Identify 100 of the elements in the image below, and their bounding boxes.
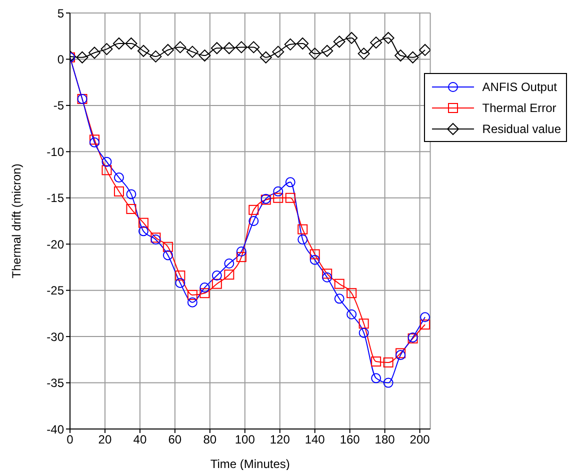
point [162, 44, 174, 56]
point [126, 204, 136, 214]
x-tick-label: 140 [304, 432, 326, 447]
point [346, 288, 357, 298]
point [89, 134, 100, 145]
point [358, 48, 370, 60]
point [285, 192, 296, 203]
point [102, 156, 112, 167]
x-tick-label: 120 [270, 432, 290, 447]
x-tick-label: 20 [98, 432, 112, 447]
point [248, 41, 260, 54]
point [248, 204, 259, 215]
point [260, 51, 272, 64]
legend-label: ANFIS Output [482, 80, 557, 94]
point [187, 297, 198, 308]
point [186, 46, 198, 58]
y-tick-label: -20 [46, 237, 64, 252]
point [322, 272, 332, 282]
point [114, 186, 124, 196]
point [284, 38, 296, 50]
point [248, 216, 259, 226]
point [236, 252, 246, 262]
point [76, 51, 88, 64]
y-tick-label: -5 [53, 98, 64, 113]
point [126, 189, 136, 200]
legend-label: Residual value [482, 122, 561, 136]
point [272, 46, 284, 58]
point [370, 36, 382, 49]
point [102, 165, 112, 176]
point [200, 282, 210, 293]
point [383, 378, 394, 388]
y-tick-label: 5 [57, 6, 64, 20]
point [175, 278, 186, 288]
point [298, 224, 308, 234]
point [358, 328, 369, 338]
point [175, 270, 186, 281]
point [321, 44, 334, 57]
x-tick-label: 180 [374, 432, 396, 447]
x-tick-label: 60 [168, 432, 182, 447]
y-tick-label: -25 [46, 284, 64, 298]
point [285, 177, 296, 188]
point [89, 137, 100, 148]
point [308, 48, 321, 60]
point [162, 242, 173, 252]
point [346, 309, 357, 320]
point [310, 254, 320, 265]
point [322, 268, 332, 279]
point [310, 249, 320, 260]
point [212, 278, 222, 289]
x-tick-label: 160 [340, 432, 360, 447]
point [223, 42, 236, 54]
point [371, 373, 382, 384]
point [187, 290, 198, 300]
point [112, 38, 125, 50]
point [358, 318, 369, 329]
point [273, 186, 284, 196]
point [420, 320, 430, 330]
point [138, 218, 148, 228]
point [162, 250, 173, 260]
y-tick-label: -35 [46, 376, 64, 390]
point [100, 43, 113, 56]
x-tick-label: 0 [66, 432, 74, 447]
point [88, 46, 100, 59]
point [383, 357, 394, 368]
point [235, 41, 248, 54]
legend-label: Thermal Error [482, 100, 556, 114]
point [137, 44, 150, 57]
point [224, 270, 234, 280]
y-tick-label: -40 [46, 422, 64, 436]
point [224, 258, 234, 269]
point [174, 41, 186, 54]
point [334, 294, 344, 304]
point [334, 278, 344, 289]
x-tick-label: 200 [410, 432, 430, 447]
point [382, 32, 394, 44]
point [198, 50, 211, 62]
x-tick-label: 80 [203, 432, 217, 447]
point [420, 312, 430, 322]
point [298, 234, 308, 244]
y-axis-title: Thermal drift (micron) [9, 164, 24, 278]
point [114, 172, 124, 183]
point [138, 226, 148, 236]
point [296, 38, 309, 50]
y-tick-label: -10 [46, 144, 64, 159]
point [125, 38, 138, 50]
point [333, 36, 346, 48]
point [236, 246, 246, 257]
x-tick-label: 40 [133, 432, 147, 447]
point [346, 32, 358, 44]
y-tick-label: 0 [57, 52, 64, 66]
point [371, 356, 382, 367]
point [394, 50, 407, 62]
point [273, 192, 284, 203]
point [200, 288, 210, 298]
y-tick-label: -15 [46, 191, 64, 206]
point [419, 44, 430, 56]
point [210, 42, 223, 54]
y-tick-label: -30 [46, 330, 64, 344]
x-tick-label: 100 [234, 432, 256, 447]
point [212, 270, 222, 281]
